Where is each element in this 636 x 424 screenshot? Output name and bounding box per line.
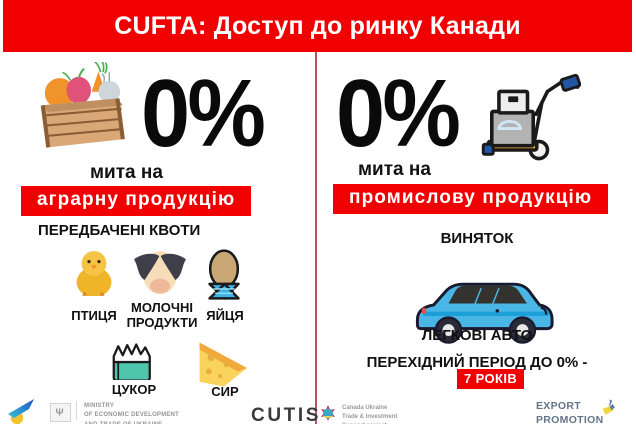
svg-text:Ψ: Ψ bbox=[55, 408, 63, 419]
